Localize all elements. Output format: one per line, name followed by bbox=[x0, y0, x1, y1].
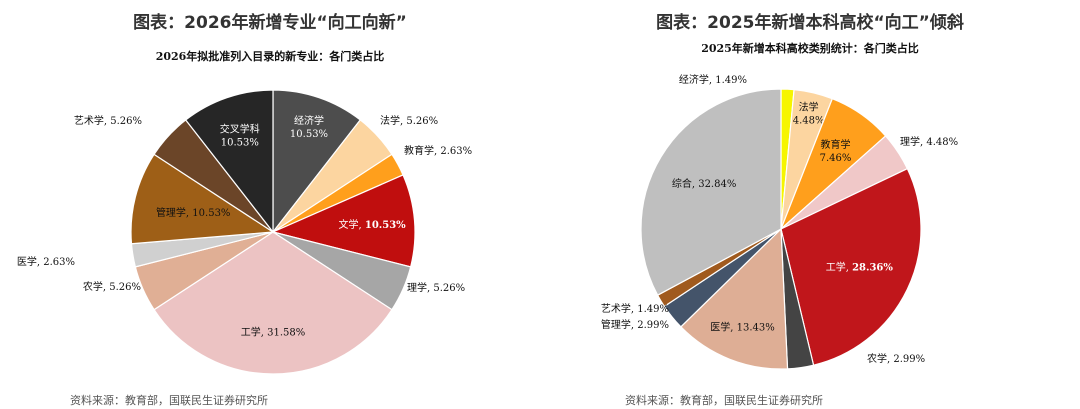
slice-label: 理学, 4.48% bbox=[900, 135, 958, 148]
slice-label: 法学, 5.26% bbox=[380, 114, 438, 127]
pie-slice bbox=[780, 167, 922, 366]
slice-label: 医学, 13.43% bbox=[710, 321, 775, 334]
slice-label: 工学, 31.58% bbox=[241, 325, 306, 338]
slice-label: 经济学, 1.49% bbox=[679, 73, 747, 86]
left-pie-chart: 经济学 10.53% 法学, 5.26% 教育学, 2.63% 文学, 10.53% 理学… bbox=[17, 89, 472, 375]
pie-slice bbox=[271, 174, 416, 268]
pie-slice bbox=[130, 153, 275, 245]
source-note: 资料来源：教育部，国联民生证券研究所 bbox=[625, 394, 823, 407]
pie-slice bbox=[184, 89, 274, 234]
right-chart-panel: 图表：2025年新增本科高校“向工”倾斜 2025年新增本科高校类别统计：各门类… bbox=[540, 0, 1080, 409]
slice-label: 农学, 5.26% bbox=[83, 280, 141, 293]
slice-label: 经济学 10.53% bbox=[290, 114, 328, 140]
pie-slice bbox=[680, 227, 789, 370]
figure-title: 图表：2026年新增专业“向工向新” bbox=[133, 13, 407, 33]
pie-slice bbox=[640, 88, 782, 296]
pie-slice bbox=[153, 231, 393, 375]
slice-label: 交叉学科 10.53% bbox=[220, 122, 260, 148]
slice-label: 教育学, 2.63% bbox=[404, 144, 472, 157]
chart-title: 2025年新增本科高校类别统计：各门类占比 bbox=[701, 42, 919, 55]
pie-slice bbox=[272, 89, 362, 234]
slice-label: 艺术学, 5.26% bbox=[74, 114, 142, 127]
right-pie-chart: 经济学, 1.49% 法学 4.48% 教育学 7.46% 理学, 4.48% 工学, 28… bbox=[601, 73, 958, 370]
figure-title: 图表：2025年新增本科高校“向工”倾斜 bbox=[656, 13, 964, 33]
chart-title: 2026年拟批准列入目录的新专业：各门类占比 bbox=[155, 50, 385, 63]
slice-label: 医学, 2.63% bbox=[17, 255, 75, 268]
slice-label: 农学, 2.99% bbox=[867, 352, 925, 365]
slice-label: 艺术学, 1.49% bbox=[601, 302, 669, 315]
slice-label: 管理学, 2.99% bbox=[601, 318, 669, 331]
slice-label: 综合, 32.84% bbox=[672, 177, 737, 190]
left-chart-panel: 图表：2026年新增专业“向工向新” 2026年拟批准列入目录的新专业：各门类占… bbox=[17, 13, 472, 407]
slice-label: 教育学 7.46% bbox=[820, 138, 852, 164]
source-note: 资料来源：教育部，国联民生证券研究所 bbox=[70, 394, 268, 407]
slice-label: 工学, 28.36% bbox=[826, 260, 894, 273]
slice-label: 法学 4.48% bbox=[793, 100, 825, 126]
slice-label: 管理学, 10.53% bbox=[156, 206, 231, 219]
slice-label: 理学, 5.26% bbox=[407, 281, 465, 294]
slice-label: 文学, 10.53% bbox=[339, 218, 407, 231]
